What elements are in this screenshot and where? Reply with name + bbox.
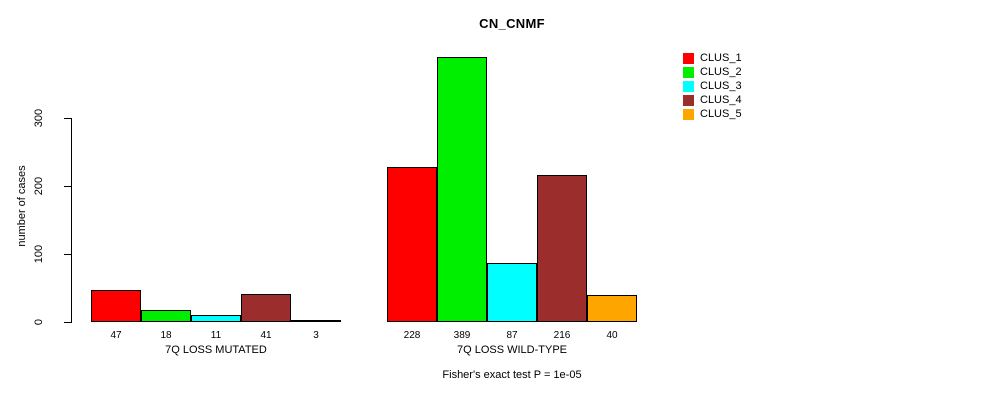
- legend-item: CLUS_3: [683, 80, 742, 93]
- legend-item: CLUS_1: [683, 52, 742, 65]
- legend-swatch-icon: [683, 95, 694, 106]
- legend-item: CLUS_4: [683, 94, 742, 107]
- bar-clus_5-1: [291, 319, 341, 322]
- y-axis-tick: [64, 254, 72, 255]
- legend-item-label: CLUS_4: [700, 94, 742, 106]
- footer-annotation: Fisher's exact test P = 1e-05: [442, 369, 582, 381]
- bar-clus_4-2: [537, 175, 587, 322]
- y-axis-tick-label: 0: [33, 318, 45, 326]
- legend-swatch-icon: [683, 81, 694, 92]
- bar-clus_4-1: [241, 294, 291, 322]
- legend-item: CLUS_5: [683, 108, 742, 121]
- bar-value-label: 11: [210, 330, 222, 341]
- legend: CLUS_1 CLUS_2 CLUS_3 CLUS_4 CLUS_5: [683, 52, 742, 122]
- bar-value-label: 47: [110, 330, 122, 341]
- chart-title: CN_CNMF: [479, 16, 545, 31]
- bar-clus_2-1: [141, 309, 191, 322]
- group-axis-label: 7Q LOSS MUTATED: [165, 344, 267, 356]
- y-axis-tick-label: 300: [33, 108, 45, 128]
- legend-swatch-icon: [683, 109, 694, 120]
- y-axis-line: [71, 118, 72, 323]
- bar-value-label: 41: [260, 330, 272, 341]
- y-axis-tick: [64, 118, 72, 119]
- bar-value-label: 216: [553, 330, 571, 341]
- bar-clus_5-2: [587, 294, 637, 322]
- bar-clus_1-2: [387, 166, 437, 322]
- bar-value-label: 3: [313, 330, 319, 341]
- legend-item-label: CLUS_2: [700, 66, 742, 78]
- bar-clus_3-1: [191, 314, 241, 322]
- y-axis-tick-label: 100: [33, 244, 45, 264]
- bar-clus_2-2: [437, 57, 487, 322]
- bar-value-label: 40: [606, 330, 618, 341]
- bar-clus_1-1: [91, 290, 141, 322]
- legend-item: CLUS_2: [683, 66, 742, 79]
- y-axis-tick-label: 200: [33, 176, 45, 196]
- legend-item-label: CLUS_3: [700, 80, 742, 92]
- bar-value-label: 18: [160, 330, 172, 341]
- y-axis-tick: [64, 186, 72, 187]
- legend-item-label: CLUS_1: [700, 52, 742, 64]
- bar-value-label: 389: [453, 330, 471, 341]
- y-axis-title: number of cases: [16, 165, 28, 247]
- bar-value-label: 228: [403, 330, 421, 341]
- group-axis-label: 7Q LOSS WILD-TYPE: [456, 344, 568, 356]
- bar-clus_3-2: [487, 262, 537, 322]
- legend-item-label: CLUS_5: [700, 108, 742, 120]
- legend-swatch-icon: [683, 67, 694, 78]
- y-axis-tick: [64, 322, 72, 323]
- bar-value-label: 87: [506, 330, 518, 341]
- legend-swatch-icon: [683, 53, 694, 64]
